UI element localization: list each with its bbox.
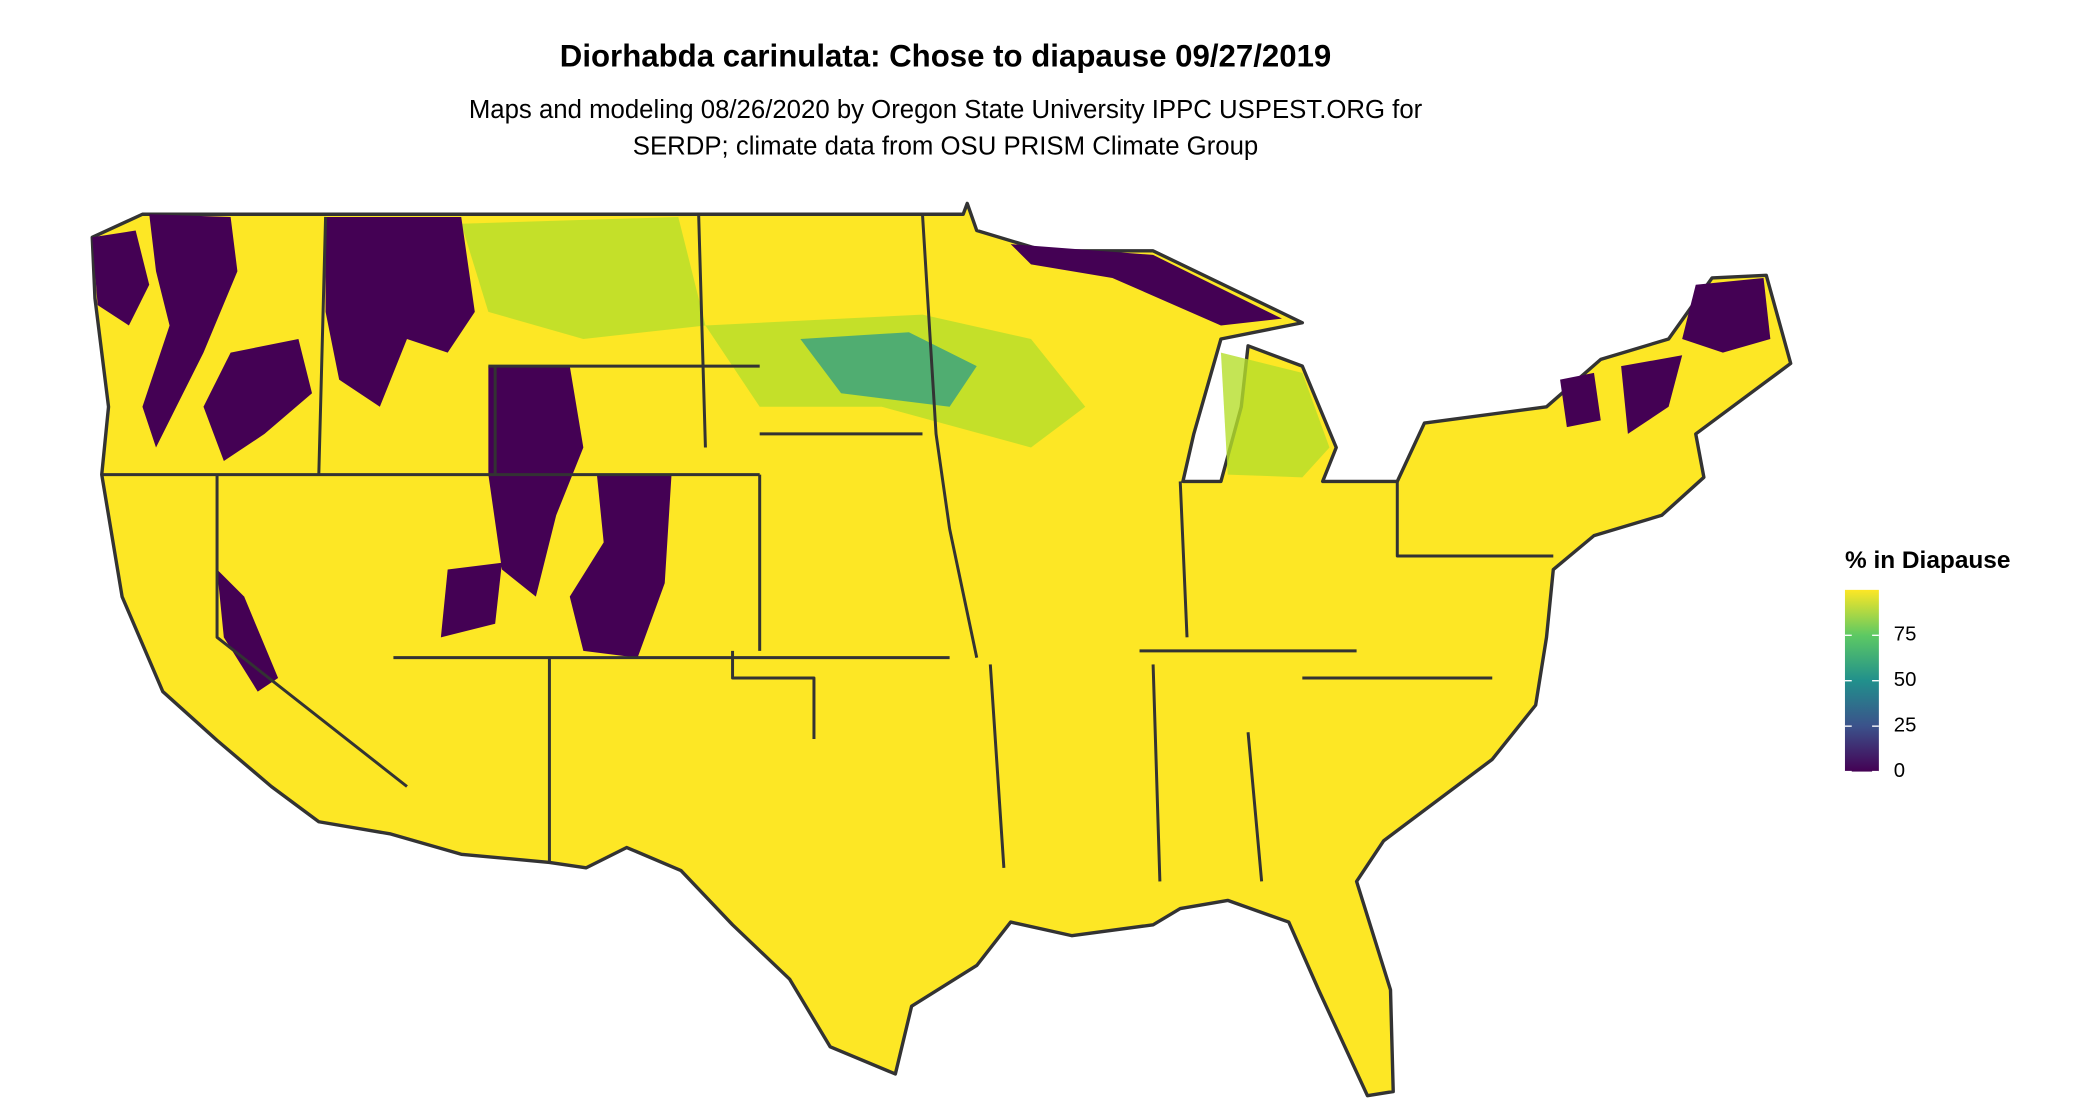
map-subtitle: SERDP; climate data from OSU PRISM Clima… — [633, 133, 1258, 161]
legend-tick-label: 50 — [1894, 669, 1917, 691]
cold-region — [1010, 244, 1282, 326]
cold-region — [1682, 277, 1771, 353]
legend-tick-label: 25 — [1894, 715, 1917, 737]
cold-region — [142, 214, 238, 448]
cold-region — [325, 216, 475, 407]
cold-region — [92, 230, 150, 326]
legend-tick-label: 75 — [1894, 624, 1917, 646]
legend-tick-label: 0 — [1894, 760, 1905, 782]
map-subtitle: Maps and modeling 08/26/2020 by Oregon S… — [469, 96, 1423, 124]
cold-region — [440, 562, 502, 638]
cold-region — [488, 366, 584, 597]
cold-region — [1621, 355, 1683, 434]
state-border — [101, 214, 1554, 882]
cold-region — [569, 474, 672, 658]
mixed-region — [461, 216, 706, 340]
us-map — [90, 201, 1793, 1098]
legend: % in Diapause 0 25 50 75 — [1844, 547, 2011, 782]
cold-region — [217, 569, 279, 692]
mixed-region — [1220, 352, 1330, 478]
cold-region — [1560, 372, 1601, 428]
cold-region — [203, 339, 313, 462]
map-title: Diorhabda carinulata: Chose to diapause … — [560, 39, 1331, 74]
legend-title: % in Diapause — [1845, 547, 2011, 574]
